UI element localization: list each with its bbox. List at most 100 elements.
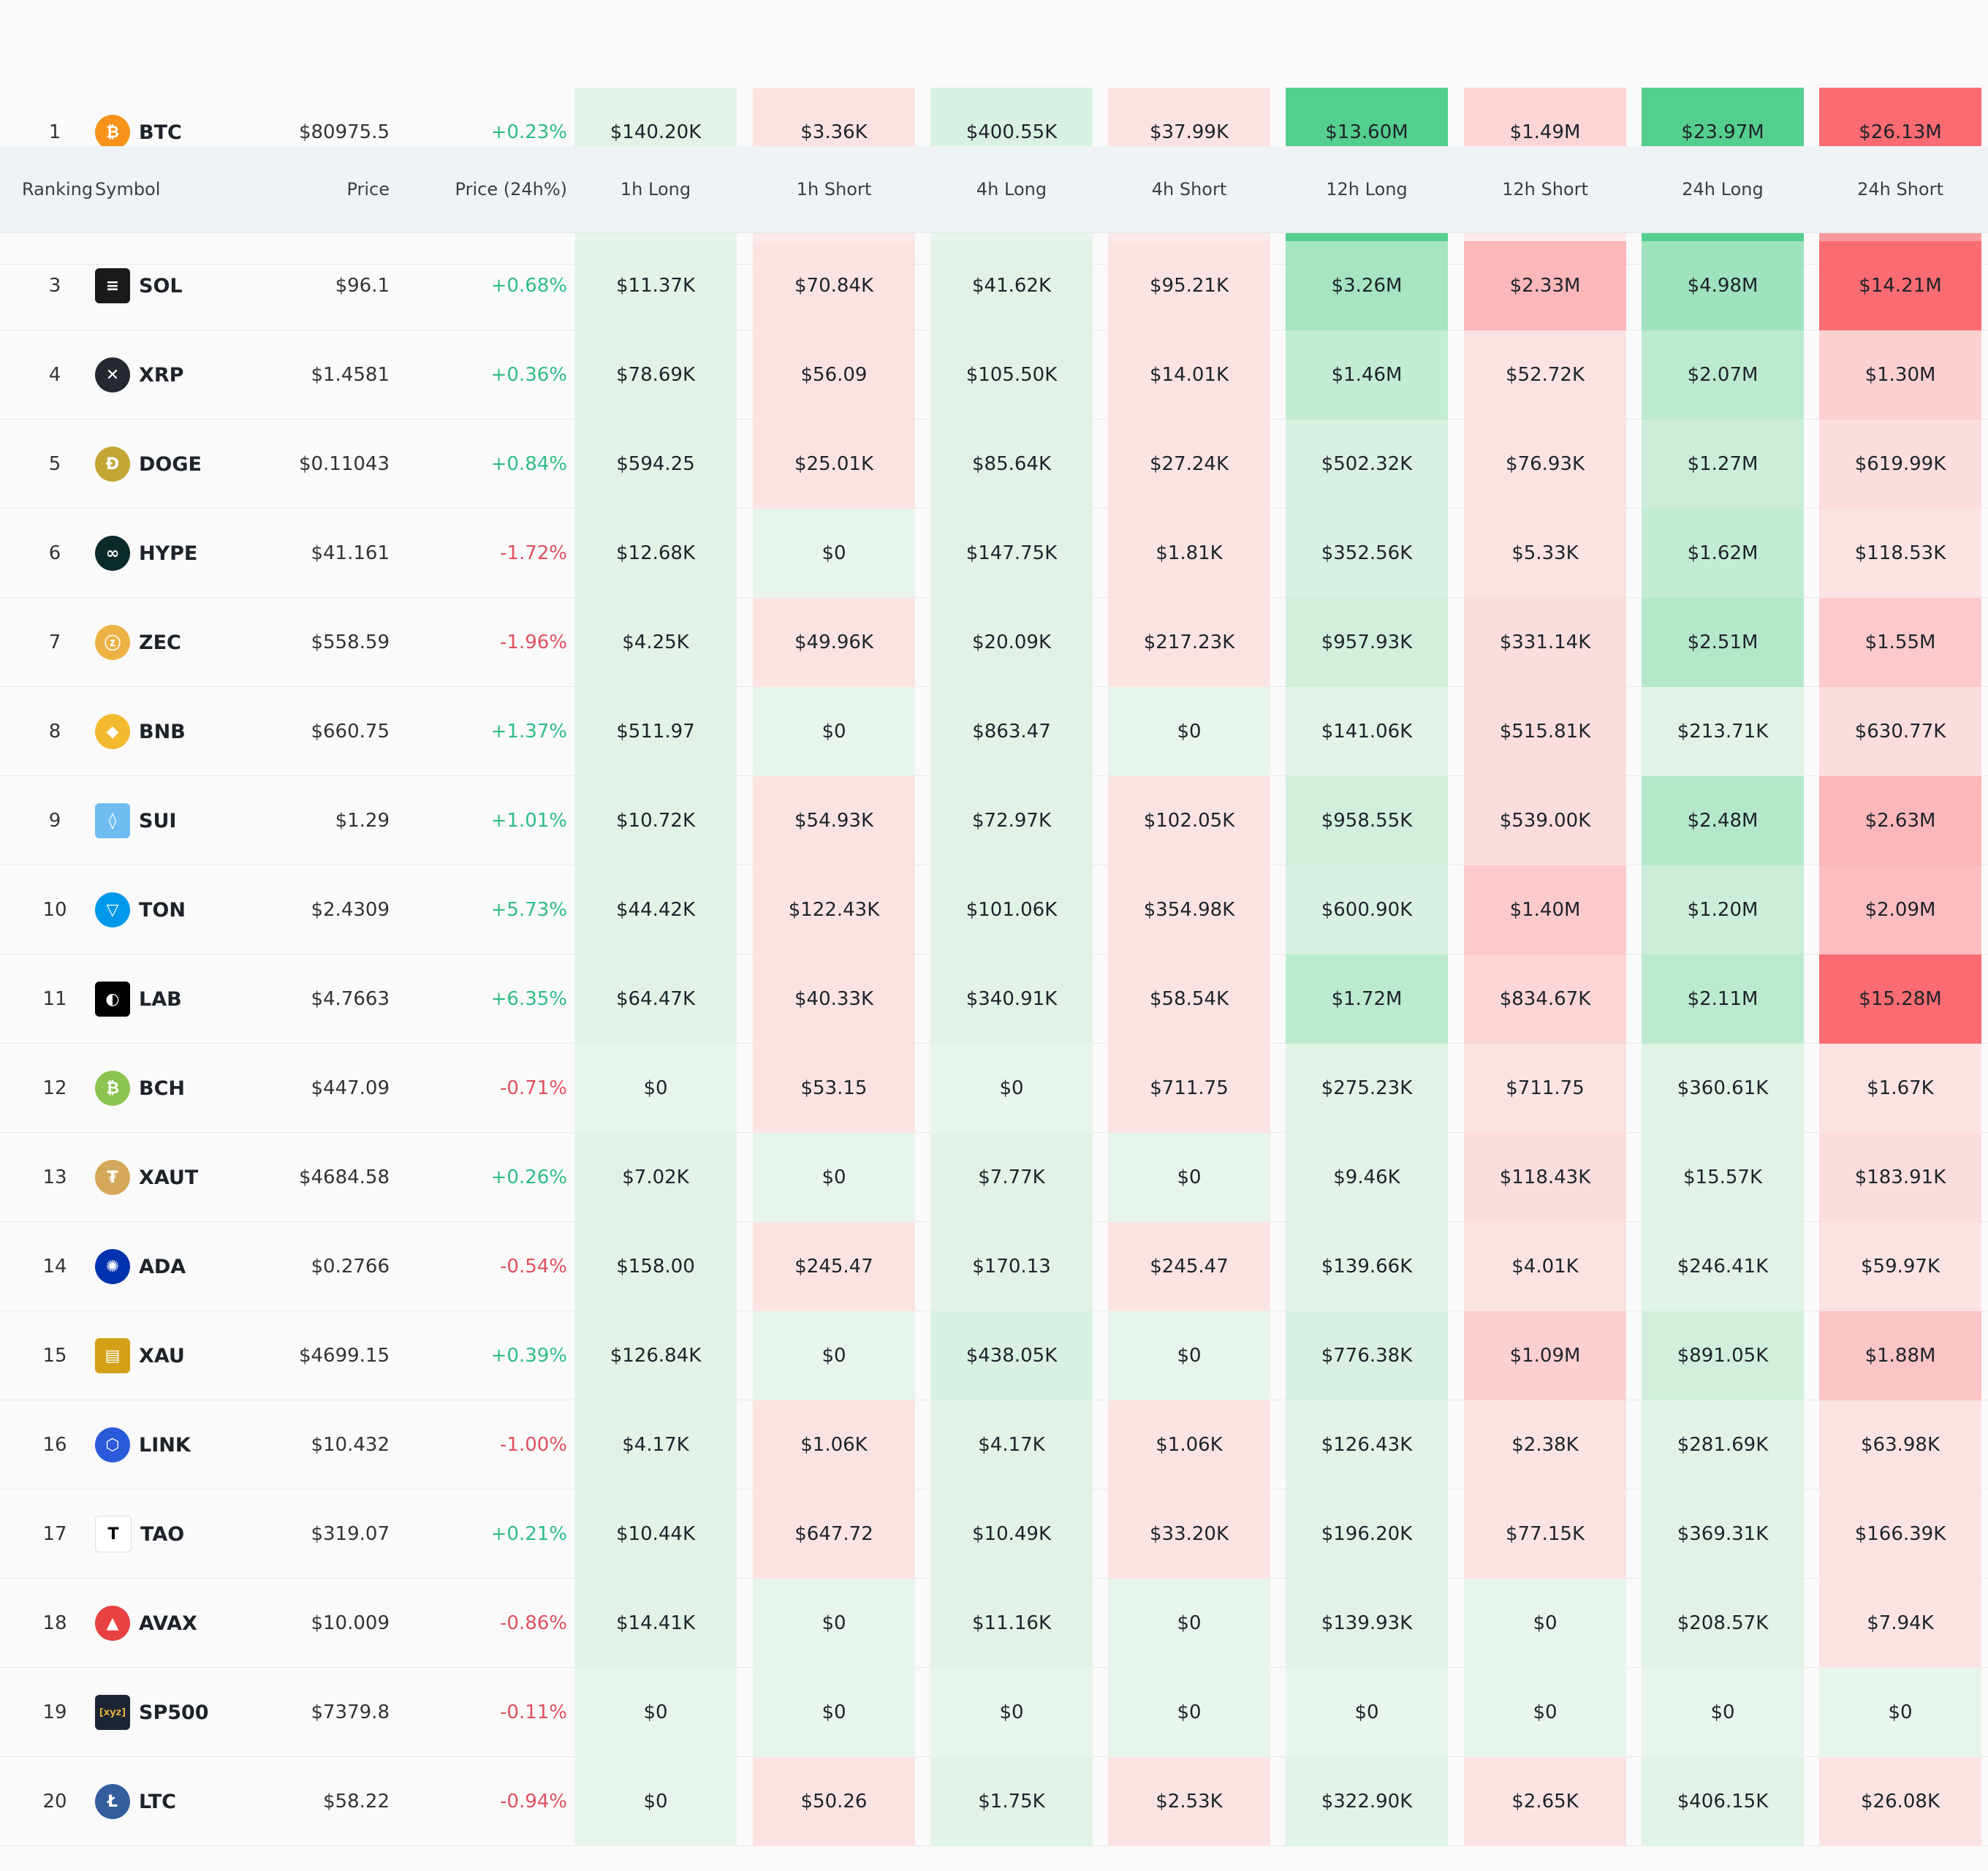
header-12h-short[interactable]: 12h Short [1502, 179, 1588, 200]
symbol-cell[interactable]: ▽ TON [95, 865, 270, 955]
header-24h-short[interactable]: 24h Short [1857, 179, 1943, 200]
symbol-cell[interactable]: [xyz] SP500 [95, 1668, 270, 1757]
cell-1h-long: $12.68K [574, 509, 737, 598]
symbol-cell[interactable]: T TAO [95, 1489, 270, 1579]
tao-icon: T [95, 1516, 132, 1552]
cell-1h-short: $70.84K [753, 241, 915, 330]
table-row[interactable]: 17 T TAO $319.07 +0.21% $10.44K $647.72 $10.49K… [0, 1489, 1988, 1579]
header-4h-long[interactable]: 4h Long [976, 179, 1047, 200]
rank-cell: 7 [48, 631, 61, 653]
table-row[interactable]: 8 ◆ BNB $660.75 +1.37% $511.97 $0 $863.47 $0 $141… [0, 687, 1988, 776]
table-row[interactable]: 5 Ð DOGE $0.11043 +0.84% $594.25 $25.01K $85.64… [0, 420, 1988, 509]
table-row[interactable]: 15 ▤ XAU $4699.15 +0.39% $126.84K $0 $438.05K $0… [0, 1311, 1988, 1400]
cell-4h-short: $33.20K [1108, 1489, 1270, 1579]
table-row[interactable]: 4 ✕ XRP $1.4581 +0.36% $78.69K $56.09 $105.50K $… [0, 330, 1988, 420]
ltc-icon: Ł [95, 1784, 130, 1819]
price-cell: $58.22 [323, 1791, 390, 1813]
symbol-cell[interactable]: Ł LTC [95, 1757, 270, 1846]
btc-icon: ₿ [95, 115, 130, 150]
cell-24h-long: $281.69K [1642, 1400, 1804, 1489]
table-row[interactable]: 16 ⬡ LINK $10.432 -1.00% $4.17K $1.06K $4.17K $1… [0, 1400, 1988, 1489]
table-header: Ranking Symbol Price Price (24h%) 1h Lon… [0, 146, 1988, 233]
table-row[interactable]: 3 ≡ SOL $96.1 +0.68% $11.37K $70.84K $41.62K $95… [0, 241, 1988, 330]
header-ranking[interactable]: Ranking [22, 179, 94, 200]
symbol-cell[interactable]: ₿ BTC [95, 88, 270, 177]
symbol-cell[interactable]: ⬡ LINK [95, 1400, 270, 1489]
symbol-cell[interactable]: ✺ ADA [95, 1222, 270, 1311]
symbol-cell[interactable]: ▲ AVAX [95, 1579, 270, 1668]
symbol-label: BCH [139, 1077, 185, 1100]
header-24h-long[interactable]: 24h Long [1682, 179, 1764, 200]
header-4h-short[interactable]: 4h Short [1151, 179, 1227, 200]
header-12h-long[interactable]: 12h Long [1326, 179, 1408, 200]
cell-4h-long: $105.50K [930, 330, 1093, 420]
symbol-cell[interactable]: ◊ SUI [95, 776, 270, 865]
cell-4h-short: $1.81K [1108, 509, 1270, 598]
cell-24h-short: $619.99K [1819, 420, 1981, 509]
cell-24h-short: $2.09M [1819, 865, 1981, 955]
cell-24h-long: $2.07M [1642, 330, 1804, 420]
cell-4h-short: $0 [1108, 1133, 1270, 1222]
header-symbol[interactable]: Symbol [95, 179, 161, 200]
symbol-label: LAB [139, 987, 182, 1011]
price-cell: $1.4581 [311, 364, 390, 386]
cell-12h-short: $1.40M [1464, 865, 1626, 955]
symbol-label: TON [139, 898, 186, 922]
price-change-cell: +0.84% [490, 453, 567, 475]
table-row[interactable]: 14 ✺ ADA $0.2766 -0.54% $158.00 $245.47 $170.13… [0, 1222, 1988, 1311]
cell-12h-long: $957.93K [1286, 598, 1448, 687]
rank-cell: 4 [48, 364, 61, 386]
rank-cell: 11 [42, 988, 67, 1010]
price-cell: $1.29 [335, 810, 390, 832]
cell-1h-short: $54.93K [753, 776, 915, 865]
table-row[interactable]: 20 Ł LTC $58.22 -0.94% $0 $50.26 $1.75K $2.53K $3… [0, 1757, 1988, 1846]
cell-12h-long: $141.06K [1286, 687, 1448, 776]
header-1h-long[interactable]: 1h Long [620, 179, 691, 200]
cell-4h-long: $0 [930, 1044, 1093, 1133]
table-row[interactable]: 19 [xyz] SP500 $7379.8 -0.11% $0 $0 $0 $0 $0 $0 $0 $… [0, 1668, 1988, 1757]
price-cell: $80975.5 [298, 121, 390, 143]
cell-4h-long: $147.75K [930, 509, 1093, 598]
price-cell: $4684.58 [298, 1166, 390, 1188]
cell-1h-short: $0 [753, 1579, 915, 1668]
cell-24h-long: $15.57K [1642, 1133, 1804, 1222]
cell-1h-long: $64.47K [574, 955, 737, 1044]
rank-cell: 13 [42, 1166, 67, 1188]
symbol-cell[interactable]: ✕ XRP [95, 330, 270, 420]
cell-4h-short: $354.98K [1108, 865, 1270, 955]
cell-12h-short: $4.01K [1464, 1222, 1626, 1311]
table-row[interactable]: 10 ▽ TON $2.4309 +5.73% $44.42K $122.43K $101.0… [0, 865, 1988, 955]
cell-1h-long: $4.25K [574, 598, 737, 687]
symbol-label: AVAX [139, 1612, 197, 1635]
symbol-label: XRP [139, 363, 184, 387]
header-price[interactable]: Price [346, 179, 390, 200]
symbol-cell[interactable]: ₿ BCH [95, 1044, 270, 1133]
cell-24h-short: $63.98K [1819, 1400, 1981, 1489]
table-row[interactable]: 12 ₿ BCH $447.09 -0.71% $0 $53.15 $0 $711.75 $275… [0, 1044, 1988, 1133]
xau-icon: ▤ [95, 1338, 130, 1373]
table-row[interactable]: 6 ∞ HYPE $41.161 -1.72% $12.68K $0 $147.75K $1.8… [0, 509, 1988, 598]
symbol-cell[interactable]: ◆ BNB [95, 687, 270, 776]
cell-12h-long: $3.26M [1286, 241, 1448, 330]
price-change-cell: +0.36% [490, 364, 567, 386]
cell-12h-short: $1.09M [1464, 1311, 1626, 1400]
table-row[interactable]: 9 ◊ SUI $1.29 +1.01% $10.72K $54.93K $72.97K $10… [0, 776, 1988, 865]
table-row[interactable]: 18 ▲ AVAX $10.009 -0.86% $14.41K $0 $11.16K $0 $1… [0, 1579, 1988, 1668]
cell-1h-short: $1.06K [753, 1400, 915, 1489]
symbol-cell[interactable]: ◐ LAB [95, 955, 270, 1044]
header-price-change[interactable]: Price (24h%) [455, 179, 567, 200]
xrp-icon: ✕ [95, 357, 130, 392]
symbol-cell[interactable]: Ð DOGE [95, 420, 270, 509]
symbol-cell[interactable]: ∞ HYPE [95, 509, 270, 598]
symbol-cell[interactable]: ⓩ ZEC [95, 598, 270, 687]
cell-12h-long: $0 [1286, 1668, 1448, 1757]
header-1h-short[interactable]: 1h Short [796, 179, 872, 200]
table-row[interactable]: 11 ◐ LAB $4.7663 +6.35% $64.47K $40.33K $340.91… [0, 955, 1988, 1044]
table-row[interactable]: 13 ₮ XAUT $4684.58 +0.26% $7.02K $0 $7.77K $0 $9.… [0, 1133, 1988, 1222]
table-row[interactable]: 7 ⓩ ZEC $558.59 -1.96% $4.25K $49.96K $20.09K $2… [0, 598, 1988, 687]
price-change-cell: +6.35% [490, 988, 567, 1010]
symbol-cell[interactable]: ≡ SOL [95, 241, 270, 330]
symbol-cell[interactable]: ₮ XAUT [95, 1133, 270, 1222]
symbol-cell[interactable]: ▤ XAU [95, 1311, 270, 1400]
rank-cell: 16 [42, 1434, 67, 1456]
